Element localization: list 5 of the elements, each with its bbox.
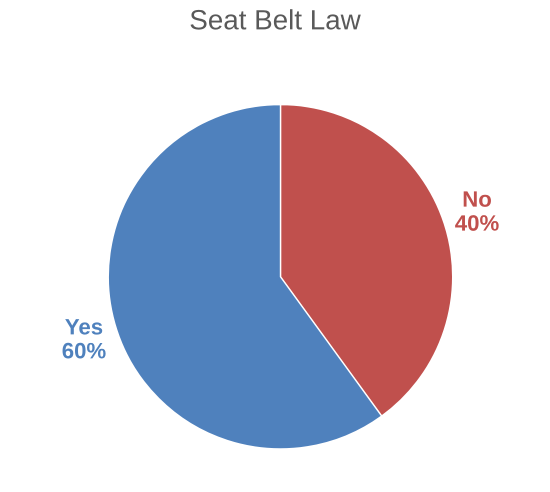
data-label: 60%: [62, 342, 106, 359]
chart-title: Seat Belt Law: [190, 9, 361, 30]
slice-label: No: [464, 191, 491, 207]
data-label: 40%: [455, 215, 499, 231]
slice-label: Yes: [65, 319, 102, 335]
